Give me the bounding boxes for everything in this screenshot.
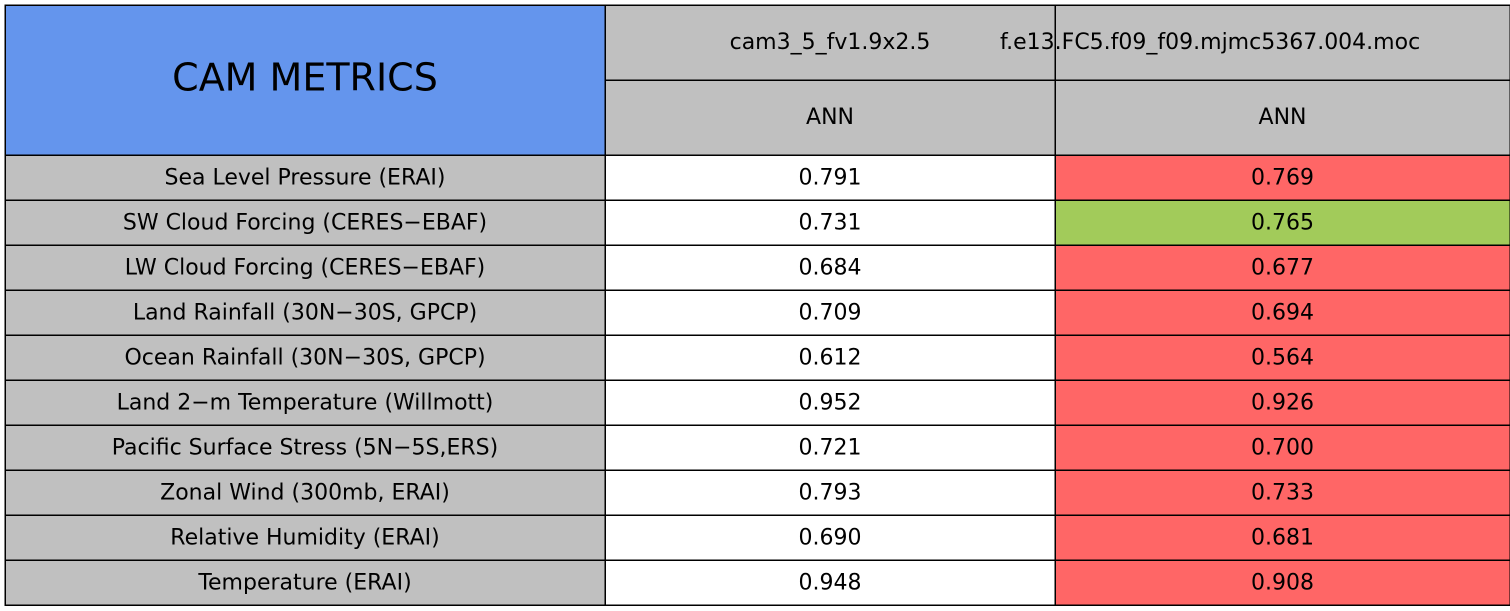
row-label: Relative Humidity (ERAI): [170, 526, 439, 551]
value: 0.926: [1251, 391, 1314, 416]
value: 0.690: [799, 526, 862, 551]
value: 0.709: [799, 301, 862, 326]
row-label-cell: [4, 559, 606, 606]
value: 0.952: [799, 391, 862, 416]
value: 0.564: [1251, 346, 1314, 371]
value: 0.733: [1251, 481, 1314, 506]
row-label: Land 2−m Temperature (Willmott): [117, 391, 494, 416]
value-cell: [1054, 334, 1510, 381]
row-label-cell: [4, 514, 606, 561]
season-label: ANN: [806, 105, 854, 130]
value-cell: [1054, 424, 1510, 471]
value-cell: [604, 379, 1056, 426]
value: 0.694: [1251, 301, 1314, 326]
value: 0.721: [799, 436, 862, 461]
value-cell: [604, 559, 1056, 606]
row-label-cell: [4, 379, 606, 426]
value: 0.908: [1251, 571, 1314, 596]
row-label: Sea Level Pressure (ERAI): [165, 166, 446, 191]
value: 0.793: [799, 481, 862, 506]
season-label: ANN: [1259, 105, 1307, 130]
value-cell: [604, 469, 1056, 516]
value: 0.677: [1251, 256, 1314, 281]
value: 0.700: [1251, 436, 1314, 461]
column-name: cam3_5_fv1.9x2.5: [730, 30, 931, 55]
value: 0.684: [799, 256, 862, 281]
value-cell: [604, 244, 1056, 291]
row-label-cell: [4, 199, 606, 246]
column-name: f.e13.FC5.f09_f09.mjmc5367.004.moc: [1000, 30, 1420, 55]
value: 0.948: [799, 571, 862, 596]
value: 0.769: [1251, 166, 1314, 191]
row-label: Land Rainfall (30N−30S, GPCP): [133, 301, 477, 326]
value-cell: [1054, 469, 1510, 516]
value: 0.612: [799, 346, 862, 371]
value: 0.731: [799, 211, 862, 236]
row-label-cell: [4, 289, 606, 336]
row-label: Zonal Wind (300mb, ERAI): [160, 481, 450, 506]
value: 0.791: [799, 166, 862, 191]
value-cell: [1054, 379, 1510, 426]
table-title: CAM METRICS: [172, 56, 438, 100]
value-cell: [604, 199, 1056, 246]
value-cell: [1054, 514, 1510, 561]
row-label: Ocean Rainfall (30N−30S, GPCP): [124, 346, 485, 371]
row-label-cell: [4, 334, 606, 381]
value: 0.681: [1251, 526, 1314, 551]
row-label: Pacific Surface Stress (5N−5S,ERS): [112, 436, 498, 461]
row-label-cell: [4, 244, 606, 291]
value-cell: [1054, 559, 1510, 606]
value: 0.765: [1251, 211, 1314, 236]
row-label: SW Cloud Forcing (CERES−EBAF): [123, 211, 487, 236]
row-label-cell: [4, 424, 606, 471]
row-label: Temperature (ERAI): [197, 571, 411, 596]
value-cell: [1054, 289, 1510, 336]
value-cell: [1054, 199, 1510, 246]
row-label: LW Cloud Forcing (CERES−EBAF): [125, 256, 486, 281]
value-cell: [1054, 244, 1510, 291]
title-cell: [4, 4, 606, 156]
